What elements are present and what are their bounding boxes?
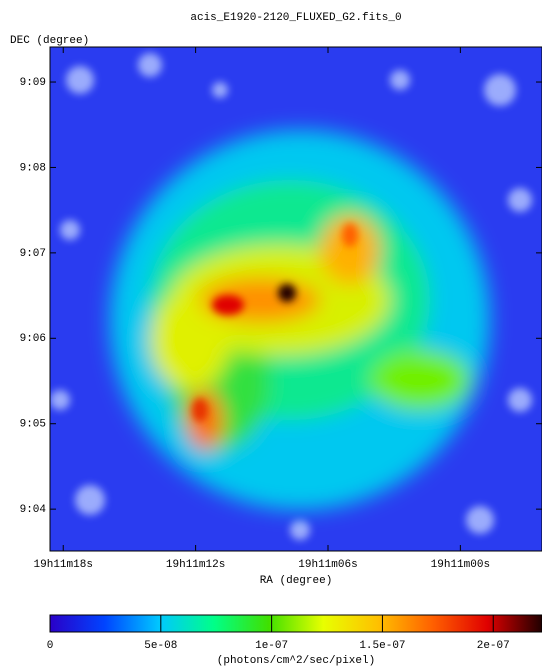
x-axis-label: RA (degree) (260, 575, 333, 587)
y-tick-label: 9:08 (20, 162, 46, 174)
chart-title: acis_E1920-2120_FLUXED_G2.fits_0 (190, 12, 401, 24)
x-tick-label: 19h11m18s (34, 559, 93, 571)
y-tick-label: 9:07 (20, 248, 46, 260)
chart: acis_E1920-2120_FLUXED_G2.fits_0 DEC (de… (0, 0, 542, 669)
y-tick-label: 9:04 (20, 504, 47, 516)
colorbar (50, 615, 542, 632)
x-tick-label: 19h11m00s (431, 559, 490, 571)
colorbar-tick-label: 2e-07 (477, 640, 510, 652)
y-tick-label: 9:09 (20, 77, 46, 89)
image (50, 47, 542, 551)
colorbar-label: (photons/cm^2/sec/pixel) (217, 655, 375, 667)
y-tick-label: 9:05 (20, 419, 46, 431)
colorbar-tick-label: 0 (47, 640, 54, 652)
colorbar-tick-label: 5e-08 (144, 640, 177, 652)
colorbar-tick-label: 1.5e-07 (359, 640, 405, 652)
x-tick-label: 19h11m06s (298, 559, 357, 571)
colorbar-tick-label: 1e-07 (255, 640, 288, 652)
y-axis-label: DEC (degree) (10, 35, 89, 47)
x-tick-label: 19h11m12s (166, 559, 225, 571)
y-tick-label: 9:06 (20, 333, 46, 345)
